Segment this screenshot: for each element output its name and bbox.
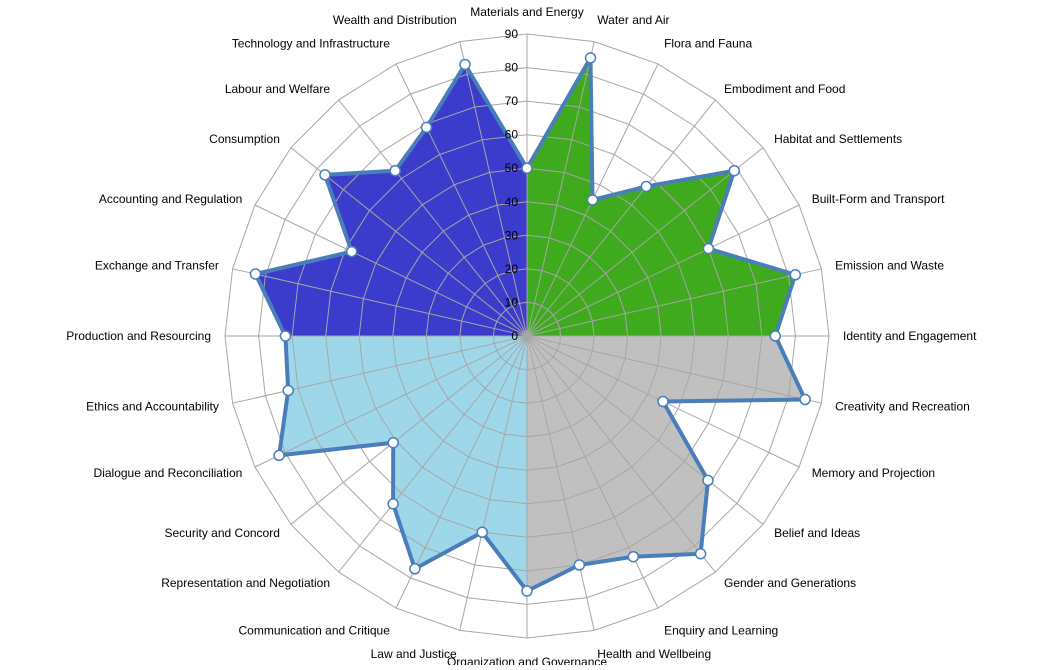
category-label: Identity and Engagement — [843, 329, 977, 343]
domain-area-ecology — [527, 57, 796, 337]
category-label: Dialogue and Reconciliation — [94, 466, 243, 480]
data-point — [769, 330, 782, 342]
domain-area-politics — [279, 336, 527, 591]
grid-spoke — [459, 335, 528, 631]
r-tick-label: 60 — [505, 128, 519, 142]
category-label: Representation and Negotiation — [161, 576, 330, 590]
category-label: Wealth and Distribution — [333, 13, 457, 27]
r-tick-label: 0 — [511, 329, 518, 343]
grid-spoke — [395, 335, 528, 609]
data-point — [728, 164, 741, 177]
grid-spoke — [395, 63, 528, 337]
category-label: Technology and Infrastructure — [232, 36, 390, 50]
category-label: Security and Concord — [164, 526, 279, 540]
r-tick-label: 10 — [505, 295, 519, 309]
grid-spoke — [232, 268, 528, 337]
category-label: Organization and Governance — [447, 655, 607, 665]
grid-spoke — [526, 268, 822, 337]
grid-spoke — [290, 335, 528, 525]
data-point — [389, 164, 401, 177]
category-label: Production and Resourcing — [66, 329, 211, 343]
data-point — [627, 550, 640, 563]
data-point — [521, 585, 533, 597]
r-tick-label: 30 — [505, 228, 519, 242]
radar-grid — [224, 33, 830, 639]
data-point — [319, 169, 331, 181]
category-label: Consumption — [209, 132, 280, 146]
category-label: Flora and Fauna — [664, 36, 752, 50]
data-point — [573, 559, 586, 571]
category-label: Gender and Generations — [724, 576, 856, 590]
data-point — [789, 269, 802, 281]
grid-spoke — [338, 335, 528, 573]
data-point — [702, 474, 714, 487]
category-label: Embodiment and Food — [724, 82, 845, 96]
data-point — [345, 245, 358, 258]
r-tick-label: 40 — [505, 195, 519, 209]
r-tick-label: 80 — [505, 61, 519, 75]
data-point — [279, 330, 292, 342]
data-point — [249, 268, 262, 280]
category-label: Law and Justice — [371, 647, 457, 661]
category-label: Accounting and Regulation — [99, 192, 242, 206]
data-point — [584, 52, 597, 64]
data-point — [409, 563, 421, 575]
data-point — [640, 180, 653, 193]
grid-spoke — [254, 335, 528, 468]
grid-spoke — [459, 41, 528, 337]
data-point — [702, 242, 715, 255]
grid-spoke — [526, 335, 716, 573]
grid-spoke — [526, 335, 822, 404]
data-point — [387, 498, 399, 510]
category-label: Memory and Projection — [812, 466, 935, 480]
category-label: Habitat and Settlements — [774, 132, 902, 146]
r-tick-label: 70 — [505, 94, 519, 108]
grid-spoke — [526, 204, 800, 337]
category-label: Creativity and Recreation — [835, 399, 970, 413]
r-tick-label: 90 — [505, 27, 519, 41]
grid-spoke — [526, 147, 764, 337]
category-label: Health and Wellbeing — [597, 647, 711, 661]
grid-spoke — [232, 335, 528, 404]
data-point — [387, 436, 399, 449]
data-point — [282, 384, 294, 397]
grid-spoke — [526, 335, 764, 525]
r-tick-label: 20 — [505, 262, 519, 276]
category-label: Ethics and Accountability — [86, 399, 219, 413]
category-label: Belief and Ideas — [774, 526, 860, 540]
grid-spoke — [338, 99, 528, 337]
domain-area-culture — [527, 336, 806, 591]
grid-spoke — [526, 335, 659, 609]
category-label: Built-Form and Transport — [812, 192, 945, 206]
category-label: Enquiry and Learning — [664, 624, 778, 638]
grid-spoke — [290, 147, 528, 337]
category-label: Exchange and Transfer — [95, 259, 219, 273]
category-label: Emission and Waste — [835, 259, 944, 273]
data-point — [476, 526, 488, 539]
category-label: Labour and Welfare — [225, 82, 331, 96]
grid-spoke — [254, 204, 528, 337]
r-tick-label: 50 — [505, 161, 519, 175]
data-point — [586, 194, 599, 206]
data-point — [521, 162, 533, 174]
category-label: Materials and Energy — [470, 5, 583, 19]
grid-spoke — [526, 99, 716, 337]
category-label: Communication and Critique — [238, 624, 390, 638]
category-label: Water and Air — [597, 13, 669, 27]
data-point — [799, 393, 811, 406]
data-point — [694, 547, 707, 560]
data-point — [459, 58, 471, 71]
domain-area-economics — [255, 64, 527, 336]
grid-spoke — [526, 335, 595, 631]
data-point — [657, 395, 669, 408]
data-point — [420, 121, 433, 134]
grid-spoke — [526, 41, 595, 337]
data-point — [273, 449, 285, 462]
